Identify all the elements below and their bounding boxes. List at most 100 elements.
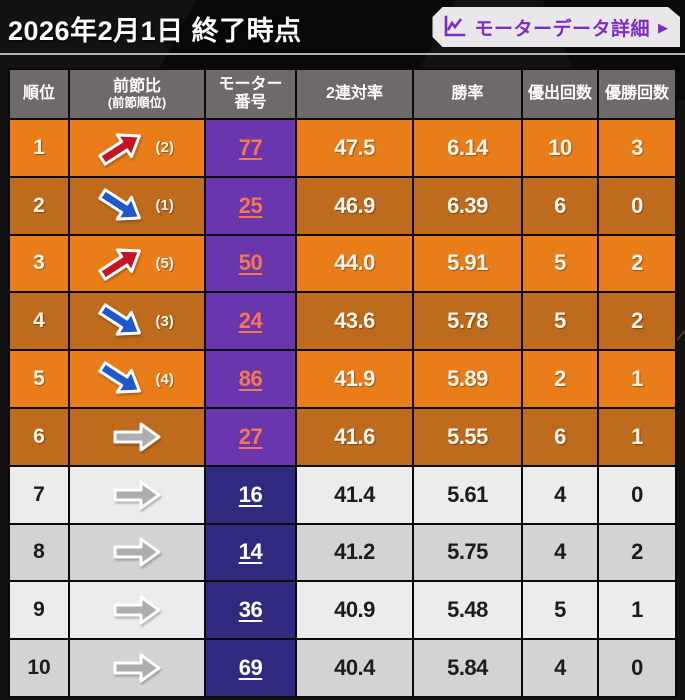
win-rate-cell: 5.61	[414, 466, 521, 523]
motor-number-cell: 16	[206, 466, 295, 523]
motor-number-link[interactable]: 86	[238, 366, 263, 392]
win-rate-cell: 6.14	[414, 120, 521, 176]
motor-number-link[interactable]: 25	[238, 192, 263, 218]
motor-data-detail-button[interactable]: モーターデータ詳細 ▶	[432, 7, 680, 47]
victory-count-cell: 0	[599, 177, 675, 234]
motor-number-link[interactable]: 69	[238, 655, 263, 681]
quinella-rate-cell: 41.4	[297, 466, 412, 523]
final-count-cell: 4	[523, 640, 597, 696]
column-header-quinella-rate: 2連対率	[297, 70, 412, 118]
motor-number-cell: 50	[206, 235, 295, 292]
trend-cell	[70, 524, 204, 581]
previous-rank: (3)	[155, 312, 174, 330]
victory-count-cell: 1	[599, 408, 675, 465]
trend-cell	[70, 582, 204, 639]
trend-cell: (3)	[70, 293, 204, 350]
win-rate-cell: 5.84	[414, 640, 521, 696]
trend-flat-icon	[113, 653, 161, 683]
motor-number-link[interactable]: 36	[238, 597, 263, 623]
chevron-right-icon: ▶	[658, 19, 668, 35]
victory-count-cell: 3	[599, 120, 675, 176]
quinella-rate-cell: 47.5	[297, 120, 412, 176]
victory-count-cell: 2	[599, 293, 675, 350]
rank-cell: 8	[10, 524, 68, 581]
motor-number-link[interactable]: 50	[238, 250, 263, 276]
trend-flat-icon	[113, 422, 161, 452]
trend-flat-icon	[113, 480, 161, 510]
quinella-rate-cell: 44.0	[297, 235, 412, 292]
column-header-win-rate: 勝率	[414, 70, 521, 118]
victory-count-cell: 1	[599, 351, 675, 407]
final-count-cell: 5	[523, 235, 597, 292]
detail-button-label: モーターデータ詳細	[474, 18, 650, 40]
motor-number-cell: 25	[206, 177, 295, 234]
trend-cell	[70, 408, 204, 465]
page-title: 2026年2月1日 終了時点	[8, 16, 302, 46]
final-count-cell: 4	[523, 524, 597, 581]
line-chart-icon	[442, 15, 466, 39]
final-count-cell: 10	[523, 120, 597, 176]
win-rate-cell: 6.39	[414, 177, 521, 234]
quinella-rate-cell: 41.2	[297, 524, 412, 581]
win-rate-cell: 5.89	[414, 351, 521, 407]
trend-cell: (5)	[70, 235, 204, 292]
column-header-rank: 順位	[10, 70, 68, 118]
win-rate-cell: 5.78	[414, 293, 521, 350]
previous-rank: (5)	[155, 254, 174, 272]
victory-count-cell: 2	[599, 235, 675, 292]
victory-count-cell: 1	[599, 582, 675, 639]
quinella-rate-cell: 46.9	[297, 177, 412, 234]
final-count-cell: 6	[523, 408, 597, 465]
rank-cell: 5	[10, 351, 68, 407]
column-header-motor-number: モーター 番号	[206, 70, 295, 118]
quinella-rate-cell: 41.6	[297, 408, 412, 465]
victory-count-cell: 2	[599, 524, 675, 581]
quinella-rate-cell: 41.9	[297, 351, 412, 407]
rank-cell: 3	[10, 235, 68, 292]
trend-down-icon	[93, 181, 148, 231]
trend-up-icon	[93, 123, 148, 173]
motor-number-cell: 77	[206, 120, 295, 176]
win-rate-cell: 5.75	[414, 524, 521, 581]
quinella-rate-cell: 43.6	[297, 293, 412, 350]
rank-cell: 6	[10, 408, 68, 465]
quinella-rate-cell: 40.9	[297, 582, 412, 639]
rank-cell: 2	[10, 177, 68, 234]
previous-rank: (1)	[155, 197, 174, 215]
column-header-victory-count: 優勝回数	[599, 70, 675, 118]
previous-rank: (4)	[155, 370, 174, 388]
win-rate-cell: 5.91	[414, 235, 521, 292]
motor-number-cell: 86	[206, 351, 295, 407]
victory-count-cell: 0	[599, 640, 675, 696]
rank-cell: 4	[10, 293, 68, 350]
trend-cell	[70, 466, 204, 523]
trend-cell: (1)	[70, 177, 204, 234]
motor-number-link[interactable]: 24	[238, 308, 263, 334]
trend-cell: (4)	[70, 351, 204, 407]
motor-number-link[interactable]: 27	[238, 423, 263, 449]
trend-cell: (2)	[70, 120, 204, 176]
motor-number-cell: 69	[206, 640, 295, 696]
final-count-cell: 5	[523, 293, 597, 350]
win-rate-cell: 5.48	[414, 582, 521, 639]
motor-number-cell: 27	[206, 408, 295, 465]
motor-number-link[interactable]: 14	[238, 539, 263, 565]
motor-number-cell: 36	[206, 582, 295, 639]
victory-count-cell: 0	[599, 466, 675, 523]
quinella-rate-cell: 40.4	[297, 640, 412, 696]
trend-down-icon	[93, 354, 148, 404]
rank-cell: 10	[10, 640, 68, 696]
trend-down-icon	[93, 296, 148, 346]
final-count-cell: 5	[523, 582, 597, 639]
motor-number-link[interactable]: 16	[238, 481, 263, 507]
trend-flat-icon	[113, 595, 161, 625]
rank-cell: 9	[10, 582, 68, 639]
divider	[0, 53, 685, 55]
motor-number-cell: 14	[206, 524, 295, 581]
trend-cell	[70, 640, 204, 696]
final-count-cell: 4	[523, 466, 597, 523]
trend-up-icon	[93, 239, 148, 288]
motor-number-link[interactable]: 77	[238, 134, 263, 160]
motor-number-cell: 24	[206, 293, 295, 350]
